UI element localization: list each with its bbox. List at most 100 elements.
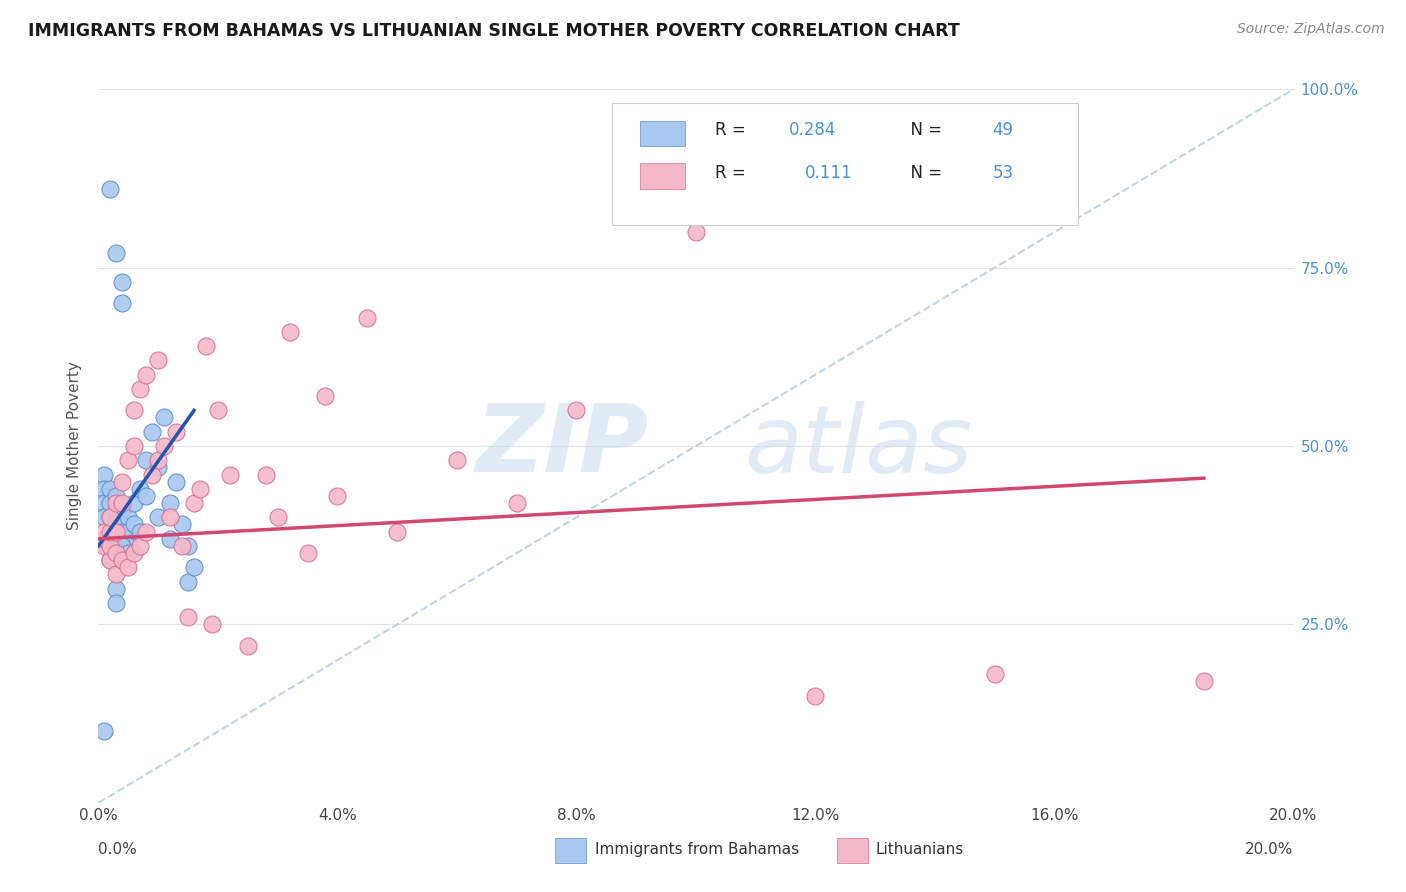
Point [565, 403, 588, 417]
Point [172, 539, 194, 553]
Point [177, 610, 200, 624]
Point [105, 546, 128, 560]
Point [100, 182, 122, 196]
Point [129, 539, 152, 553]
Point [195, 339, 218, 353]
Point [135, 453, 157, 467]
Text: 49: 49 [993, 121, 1014, 139]
Text: 0.0%: 0.0% [98, 842, 138, 856]
Point [117, 510, 139, 524]
Point [111, 524, 134, 539]
Point [124, 403, 146, 417]
Point [124, 439, 146, 453]
Point [129, 482, 152, 496]
Point [117, 546, 139, 560]
Point [356, 310, 378, 325]
Point [100, 510, 122, 524]
Point [105, 246, 128, 260]
Point [267, 510, 290, 524]
Point [105, 546, 128, 560]
Point [326, 489, 349, 503]
Point [207, 403, 229, 417]
Point [111, 475, 134, 489]
Point [93, 724, 115, 739]
Point [117, 524, 139, 539]
Point [111, 553, 134, 567]
Point [254, 467, 277, 482]
Point [165, 425, 187, 439]
Point [100, 510, 122, 524]
Text: N =: N = [900, 121, 948, 139]
Point [117, 560, 139, 574]
Point [183, 560, 205, 574]
Point [100, 524, 122, 539]
Point [93, 524, 115, 539]
Text: 0.111: 0.111 [804, 164, 852, 182]
Point [984, 667, 1007, 681]
Point [177, 539, 200, 553]
Point [111, 296, 134, 310]
Text: Lithuanians: Lithuanians [876, 842, 965, 856]
Point [93, 539, 115, 553]
Point [148, 353, 170, 368]
Point [100, 553, 122, 567]
Point [153, 410, 176, 425]
Text: R =: R = [716, 121, 751, 139]
Point [105, 496, 128, 510]
Point [105, 532, 128, 546]
Point [105, 503, 128, 517]
Point [201, 617, 224, 632]
Point [148, 460, 170, 475]
Point [148, 453, 170, 467]
Point [129, 382, 152, 396]
Point [135, 368, 157, 382]
Point [135, 489, 157, 503]
Text: ZIP: ZIP [475, 400, 648, 492]
Point [93, 482, 115, 496]
Text: R =: R = [716, 164, 756, 182]
Point [153, 439, 176, 453]
Point [446, 453, 468, 467]
Text: 0.284: 0.284 [789, 121, 837, 139]
Point [117, 539, 139, 553]
Point [159, 496, 181, 510]
Y-axis label: Single Mother Poverty: Single Mother Poverty [67, 361, 83, 531]
Point [105, 567, 128, 582]
Text: 53: 53 [993, 164, 1014, 182]
Point [124, 546, 146, 560]
Text: Source: ZipAtlas.com: Source: ZipAtlas.com [1237, 22, 1385, 37]
Point [129, 524, 152, 539]
Point [506, 496, 529, 510]
Point [385, 524, 409, 539]
Text: IMMIGRANTS FROM BAHAMAS VS LITHUANIAN SINGLE MOTHER POVERTY CORRELATION CHART: IMMIGRANTS FROM BAHAMAS VS LITHUANIAN SI… [28, 22, 960, 40]
Point [315, 389, 337, 403]
Point [105, 532, 128, 546]
FancyBboxPatch shape [640, 120, 685, 146]
Point [278, 325, 301, 339]
Point [219, 467, 242, 482]
Point [117, 453, 139, 467]
Point [165, 475, 187, 489]
Point [93, 532, 115, 546]
Point [804, 689, 827, 703]
Point [188, 482, 211, 496]
Point [100, 482, 122, 496]
Point [159, 510, 181, 524]
Point [141, 467, 163, 482]
Point [100, 539, 122, 553]
Point [172, 517, 194, 532]
Point [141, 425, 163, 439]
Text: Immigrants from Bahamas: Immigrants from Bahamas [595, 842, 799, 856]
Text: N =: N = [900, 164, 948, 182]
Point [124, 517, 146, 532]
Point [148, 510, 170, 524]
Point [135, 524, 157, 539]
Point [93, 496, 115, 510]
Point [105, 489, 128, 503]
Point [159, 532, 181, 546]
Point [1192, 674, 1215, 689]
Point [111, 275, 134, 289]
Point [111, 539, 134, 553]
Point [105, 582, 128, 596]
Point [124, 496, 146, 510]
